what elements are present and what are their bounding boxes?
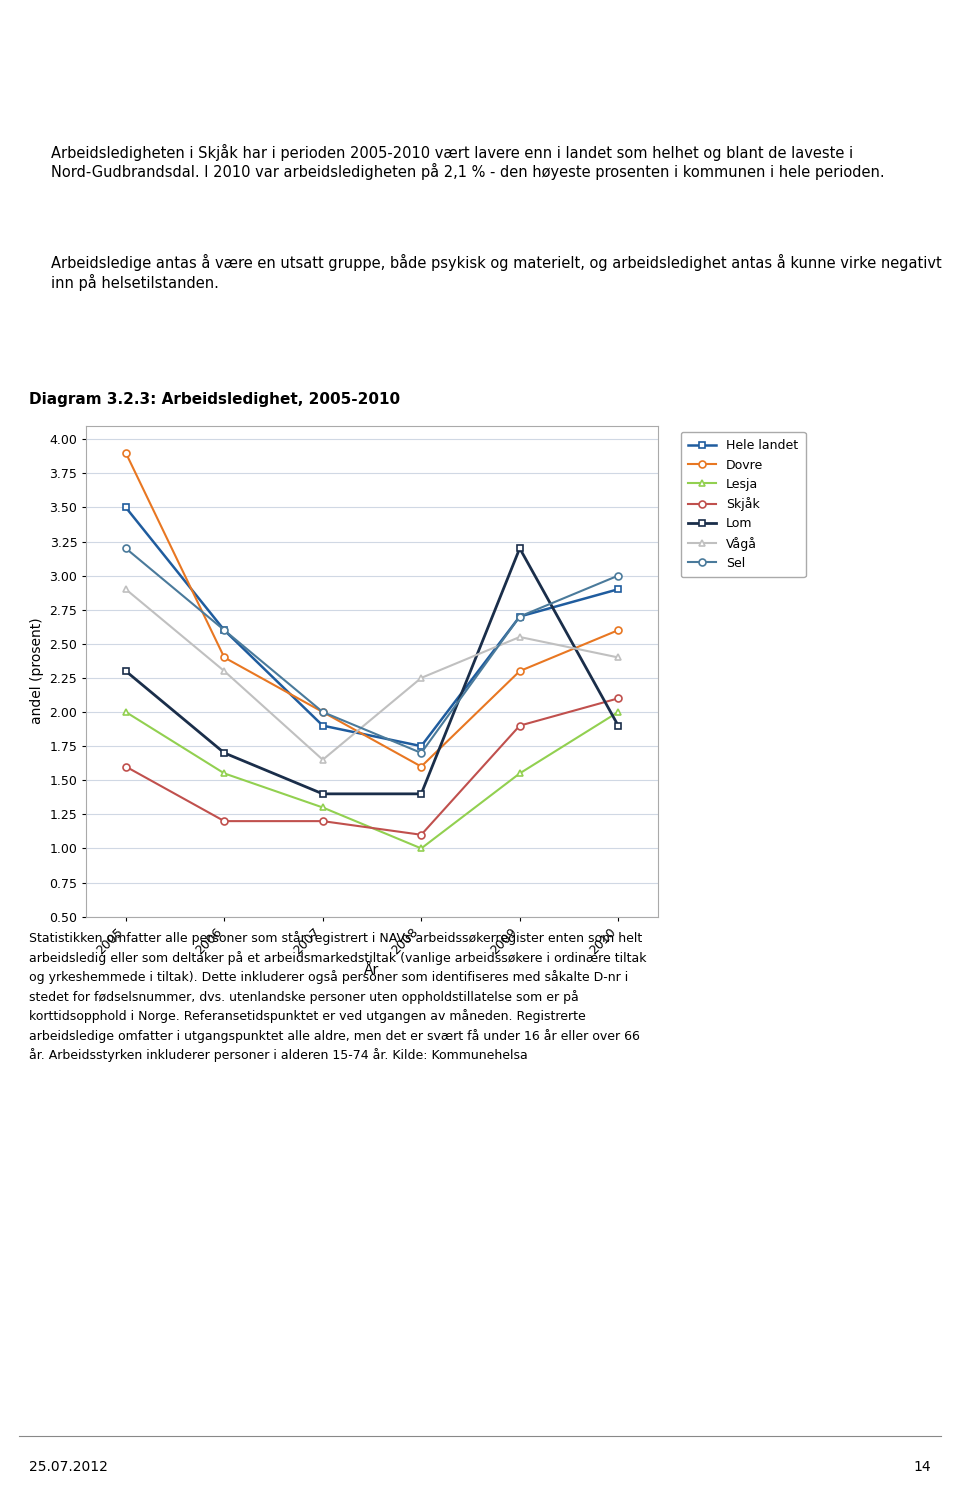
Vågå <box>219 662 230 680</box>
Lesja <box>416 839 427 857</box>
Skjåk <box>416 826 427 844</box>
Hele landet <box>317 717 328 735</box>
Line: Lesja: Lesja <box>122 708 622 853</box>
Legend: Hele landet, Dovre, Lesja, Skjåk, Lom, Vågå, Sel: Hele landet, Dovre, Lesja, Skjåk, Lom, V… <box>681 432 805 577</box>
Line: Vågå: Vågå <box>122 586 622 763</box>
Lesja <box>612 704 624 722</box>
Dovre <box>416 757 427 775</box>
Dovre <box>219 649 230 667</box>
Sel <box>120 540 132 558</box>
Lesja <box>120 704 132 722</box>
Vågå <box>612 649 624 667</box>
Text: Arbeidsledigheten i Skjåk har i perioden 2005-2010 vært lavere enn i landet som : Arbeidsledigheten i Skjåk har i perioden… <box>52 144 885 180</box>
Hele landet <box>514 607 525 625</box>
Dovre <box>514 662 525 680</box>
Text: Arbeidsledige antas å være en utsatt gruppe, både psykisk og materielt, og arbei: Arbeidsledige antas å være en utsatt gru… <box>52 254 942 292</box>
Vågå <box>514 628 525 646</box>
Vågå <box>317 751 328 769</box>
Text: 3.2.3 Arbeidsledighet: 3.2.3 Arbeidsledighet <box>12 13 230 31</box>
Lesja <box>219 765 230 783</box>
Lom <box>120 662 132 680</box>
Skjåk <box>612 689 624 707</box>
Text: Statistikken omfatter alle personer som står registrert i NAVs arbeidssøkerregis: Statistikken omfatter alle personer som … <box>29 931 646 1062</box>
Sel <box>612 567 624 585</box>
Dovre <box>120 443 132 461</box>
Lom <box>416 786 427 804</box>
Hele landet <box>612 580 624 598</box>
Lesja <box>514 765 525 783</box>
Lesja <box>317 799 328 817</box>
X-axis label: År: År <box>365 963 379 978</box>
Lom <box>612 717 624 735</box>
Hele landet <box>120 498 132 516</box>
Vågå <box>120 580 132 598</box>
Vågå <box>416 670 427 687</box>
Y-axis label: andel (prosent): andel (prosent) <box>30 618 44 725</box>
Line: Skjåk: Skjåk <box>122 695 622 838</box>
Sel <box>416 744 427 762</box>
Hele landet <box>416 737 427 754</box>
Lom <box>219 744 230 762</box>
Line: Lom: Lom <box>122 545 622 798</box>
Text: 14: 14 <box>914 1460 931 1475</box>
Skjåk <box>317 812 328 830</box>
Hele landet <box>219 622 230 640</box>
Sel <box>219 622 230 640</box>
Lom <box>317 786 328 804</box>
Text: Diagram 3.2.3: Arbeidsledighet, 2005-2010: Diagram 3.2.3: Arbeidsledighet, 2005-201… <box>29 391 400 408</box>
Line: Hele landet: Hele landet <box>122 504 622 750</box>
Dovre <box>612 622 624 640</box>
Text: 25.07.2012: 25.07.2012 <box>29 1460 108 1475</box>
Dovre <box>317 704 328 722</box>
Skjåk <box>514 717 525 735</box>
Sel <box>514 607 525 625</box>
Line: Sel: Sel <box>122 545 622 756</box>
Skjåk <box>219 812 230 830</box>
Sel <box>317 704 328 722</box>
Line: Dovre: Dovre <box>122 449 622 771</box>
Skjåk <box>120 757 132 775</box>
Lom <box>514 540 525 558</box>
